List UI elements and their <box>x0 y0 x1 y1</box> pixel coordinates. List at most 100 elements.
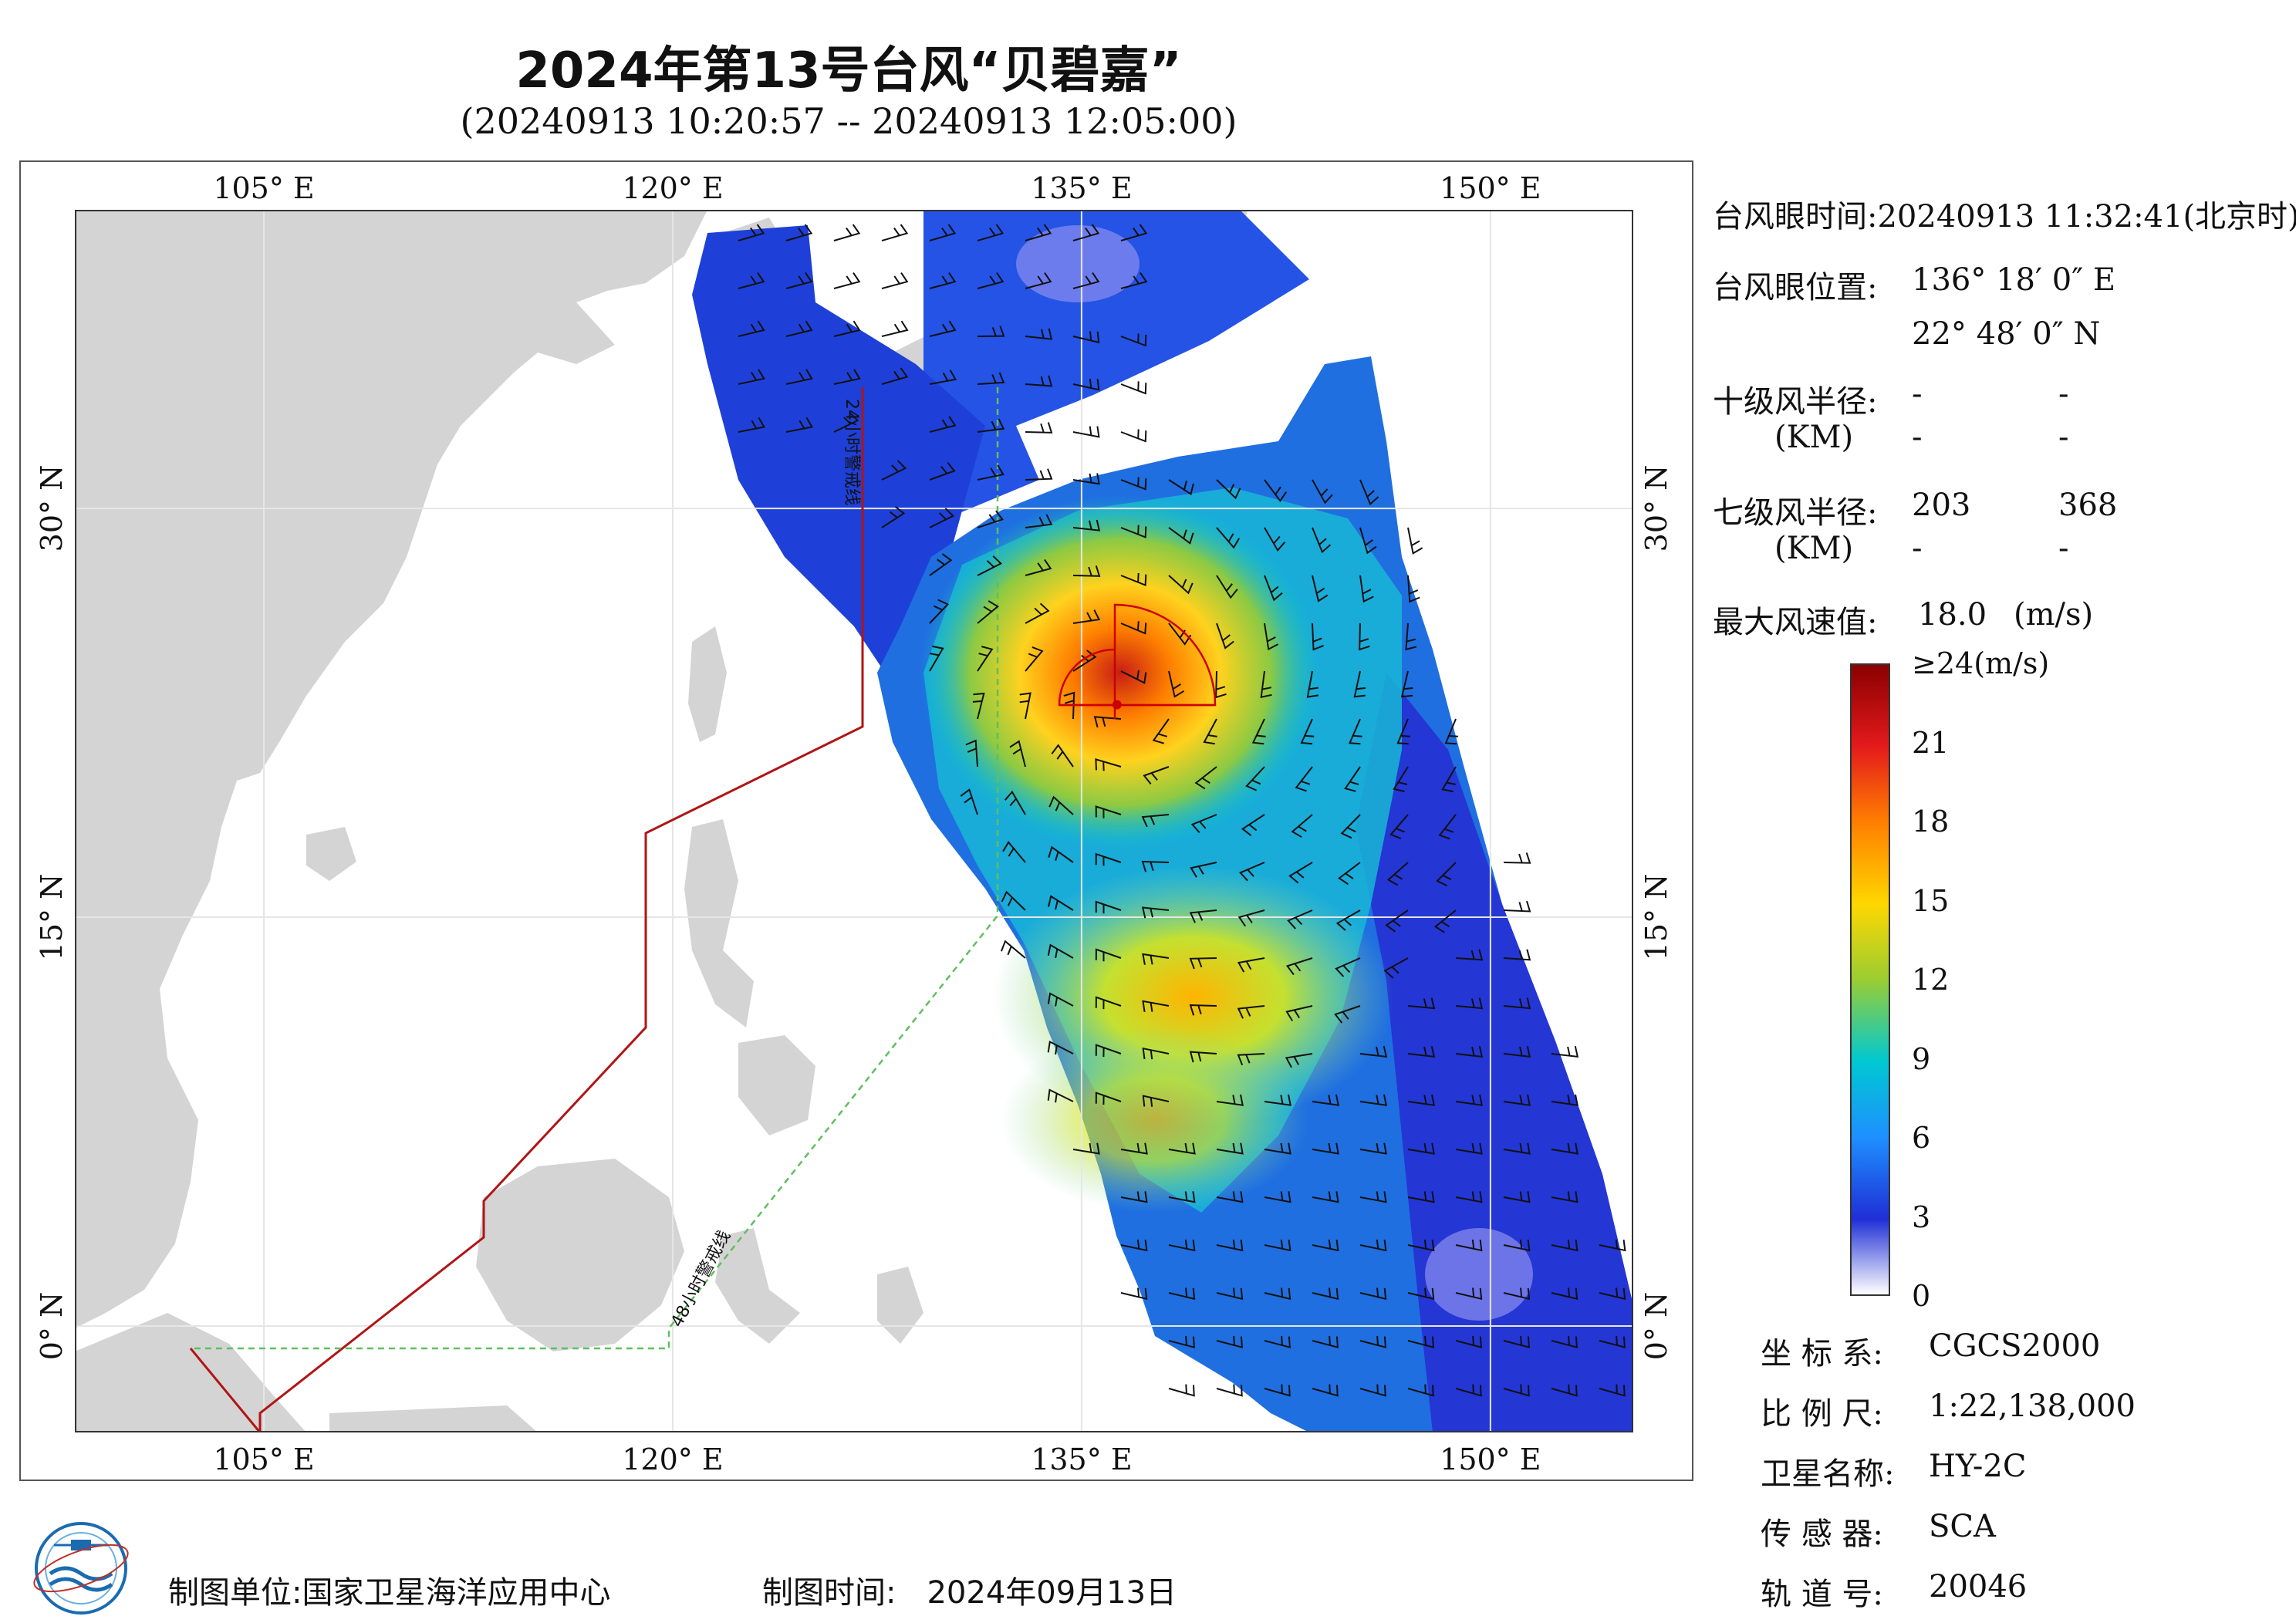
wind-barb <box>1194 766 1217 790</box>
map-border <box>75 210 1633 1432</box>
wind-barb <box>1009 740 1026 768</box>
wind-barb <box>1359 1094 1387 1106</box>
wind-barb <box>960 788 978 815</box>
wind-barb <box>1141 860 1170 872</box>
wind-barb <box>1216 479 1241 500</box>
wind-barb <box>965 739 978 768</box>
wind-barb <box>1455 1384 1482 1397</box>
lon-tick-bottom-120: 120° E <box>622 1442 724 1476</box>
wind-barb <box>833 369 861 385</box>
wind-barb <box>1215 670 1227 699</box>
wind-barb <box>1095 805 1122 818</box>
wind-barb <box>785 320 813 337</box>
wind-barb <box>1141 814 1170 828</box>
wind-barb <box>1047 1040 1074 1055</box>
footer-time-label: 制图时间: <box>762 1575 896 1611</box>
wind-barb <box>1239 862 1265 882</box>
wind-barb <box>1120 525 1147 538</box>
wind-barb <box>1455 1287 1483 1301</box>
wind-barbs <box>738 224 1626 1397</box>
wind-barb <box>1168 670 1185 698</box>
map-frame <box>19 160 1693 1481</box>
colorbar-label-4: 12 <box>1912 963 1950 997</box>
wind-barb <box>1455 949 1484 961</box>
wind-barb <box>1444 718 1458 745</box>
wind-barb <box>1143 766 1170 785</box>
wind-barb <box>1353 670 1366 698</box>
wind-barb <box>1503 1045 1531 1058</box>
wind-barb <box>1285 1053 1313 1068</box>
wind-barb <box>1503 997 1531 1010</box>
wind-barb <box>1264 1094 1292 1106</box>
wind-barb <box>1359 1239 1387 1252</box>
wind-barb <box>1245 766 1265 791</box>
wind-barb <box>1120 1287 1148 1301</box>
footer-time-value: 2024年09月13日 <box>927 1575 1177 1611</box>
wind-barb <box>1264 1142 1292 1155</box>
colorbar-label-0: ≥24(m/s) <box>1912 646 2050 680</box>
wind-barb <box>1048 795 1074 815</box>
map-title: 2024年第13号台风“贝碧嘉” <box>515 42 1182 100</box>
wind-barb <box>1025 422 1053 434</box>
meta-label-4: 轨 道 号: <box>1761 1577 1883 1612</box>
wind-barb <box>977 510 1004 528</box>
wind-barb <box>1503 1142 1531 1155</box>
southwest-band <box>1001 1027 1309 1213</box>
wind-barb <box>1264 479 1288 503</box>
wind-barb <box>1120 333 1147 347</box>
wind-barb <box>1503 1191 1531 1203</box>
wind-barb <box>1264 623 1279 651</box>
wind-barb <box>1389 814 1409 839</box>
wind-barb <box>785 224 813 241</box>
wind-barb <box>1025 272 1052 289</box>
warning-24h-label: 24小时警戒线 <box>842 399 861 505</box>
wind-barb <box>1455 1045 1484 1058</box>
wind-barb <box>1120 224 1148 241</box>
footer-unit-value: 国家卫星海洋应用中心 <box>302 1575 611 1611</box>
wind-barb <box>1095 900 1122 914</box>
wind-barb <box>1359 1191 1387 1203</box>
wind-barb <box>929 461 956 481</box>
lon-tick-bottom-105: 105° E <box>213 1442 315 1476</box>
r10-label: 十级风半径: <box>1713 384 1878 420</box>
wind-barb <box>1306 670 1319 698</box>
footer-unit: 制图单位:国家卫星海洋应用中心 <box>168 1567 610 1612</box>
wind-barb <box>1264 1239 1292 1252</box>
wind-barb <box>1433 909 1457 933</box>
wind-barb <box>1251 718 1266 745</box>
wind-barb <box>1407 527 1423 555</box>
wind-barb <box>1216 1094 1244 1106</box>
wind-barb <box>1386 862 1409 886</box>
wind-barb <box>1300 718 1315 745</box>
wind-barb <box>929 508 955 528</box>
wind-barb <box>1002 841 1026 863</box>
wind-barb <box>738 417 765 433</box>
wind-barb <box>1168 1287 1196 1301</box>
wind-barb <box>1349 718 1362 745</box>
wind-barb <box>1025 468 1053 481</box>
warning-line-24h-west <box>189 1348 262 1432</box>
wind-barb <box>1216 1287 1244 1301</box>
wind-barb <box>1338 862 1361 886</box>
wind-barb <box>977 372 1005 385</box>
wind-barb <box>1264 1384 1291 1397</box>
wind-barb <box>1072 224 1100 241</box>
wind-barb <box>1019 692 1032 720</box>
r10-value-2: - <box>2058 376 2069 412</box>
wind-barb <box>1551 1191 1578 1203</box>
meta-value-0: CGCS2000 <box>1929 1328 2101 1364</box>
lon-tick-top-135: 135° E <box>1031 171 1133 205</box>
wind-barb <box>1295 766 1313 792</box>
wind-barb <box>1048 845 1074 863</box>
wind-barb <box>1396 718 1410 745</box>
wind-barb <box>881 320 909 337</box>
lat-tick-right-0: 0° N <box>1639 1291 1673 1361</box>
wind-barb <box>1312 1239 1339 1252</box>
wind-barb <box>1551 1335 1578 1348</box>
wind-barb <box>1120 621 1147 635</box>
wind-barb <box>1407 1094 1435 1106</box>
footer-unit-label: 制图单位: <box>168 1575 302 1611</box>
wind-barb <box>977 600 999 624</box>
wind-barb <box>1095 1044 1122 1058</box>
wind-barb <box>1359 527 1377 555</box>
